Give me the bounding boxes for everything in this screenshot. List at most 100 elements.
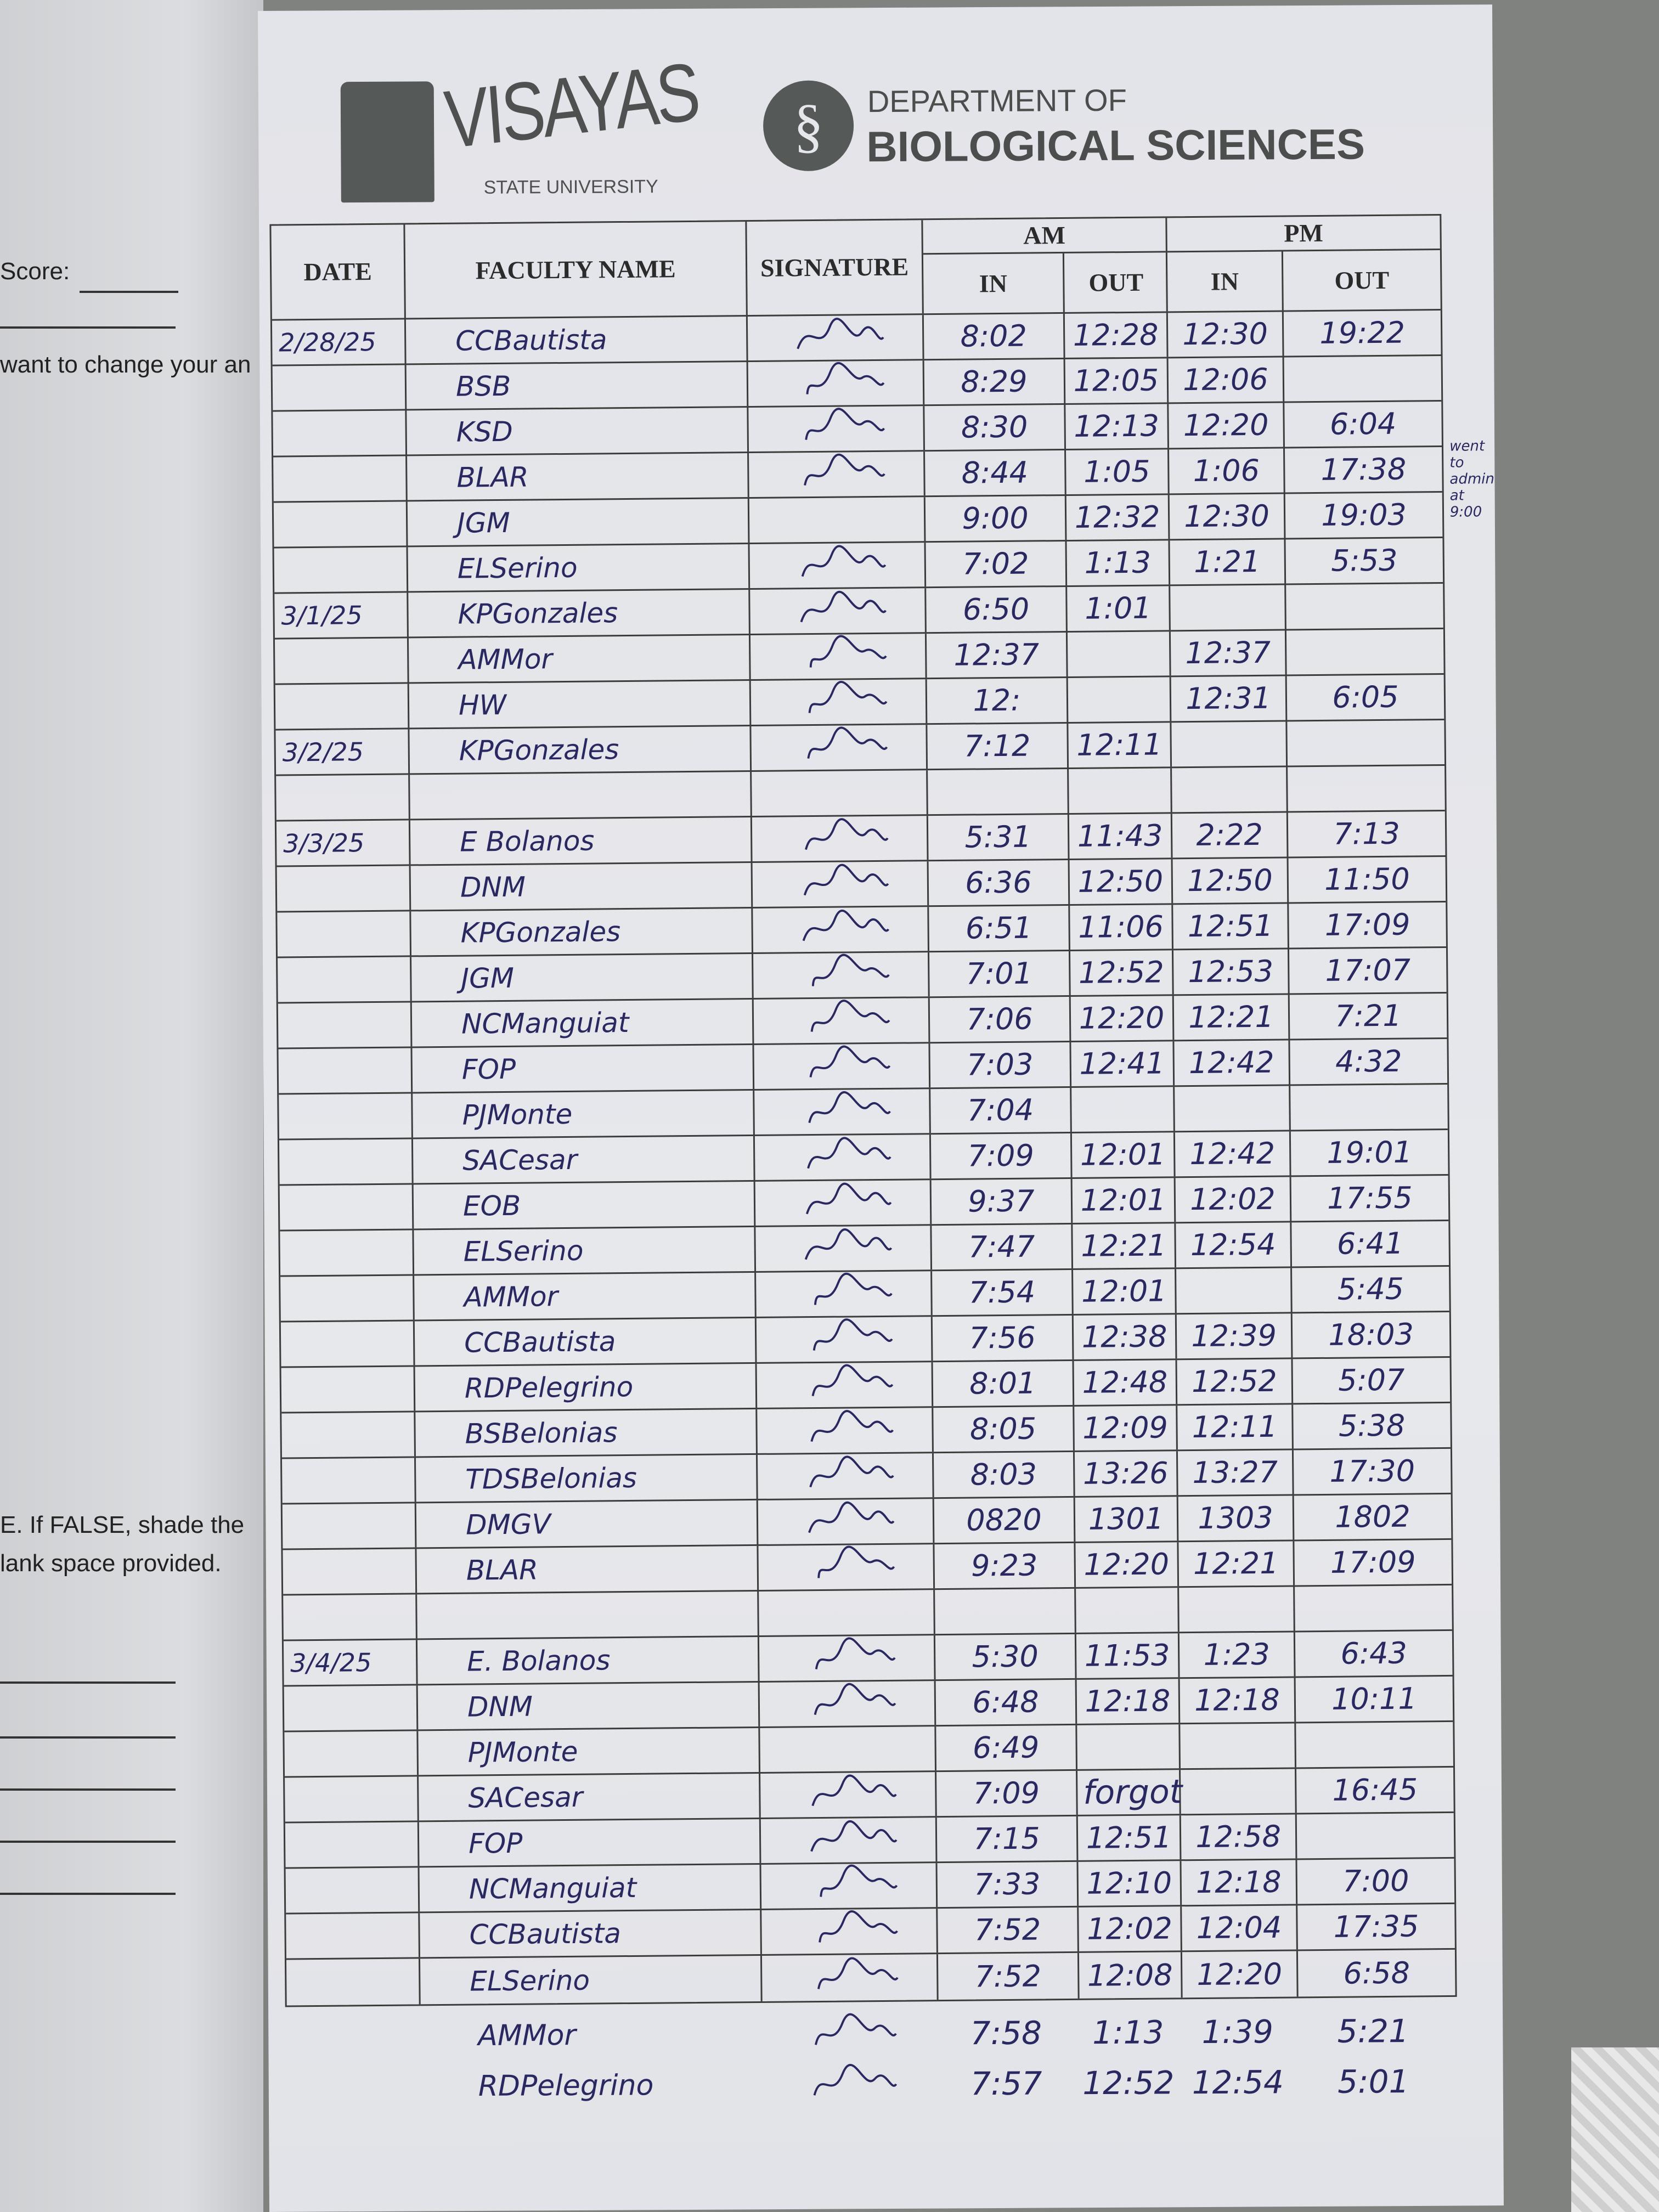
table-row: JGM 7:01 12:52 12:53 17:07 xyxy=(278,947,1447,1004)
pm-out-cell: 5:01 xyxy=(1337,2063,1409,2101)
department-line-1: DEPARTMENT OF xyxy=(867,82,1127,119)
answer-line xyxy=(0,1893,176,1895)
date-cell xyxy=(285,1776,419,1822)
pm-in-cell: 12:18 xyxy=(1180,1678,1296,1723)
pm-in-cell: 13:27 xyxy=(1177,1450,1294,1496)
table-row: FOP 7:15 12:51 12:58 xyxy=(285,1813,1454,1869)
pm-in-cell xyxy=(1181,1769,1297,1814)
department-logo: § DEPARTMENT OF BIOLOGICAL SCIENCES xyxy=(763,65,1367,189)
faculty-name-cell: RDPelegrino xyxy=(415,1363,758,1411)
table-row: AMMor 12:37 12:37 xyxy=(274,629,1444,685)
faculty-name-cell: NCManguiat xyxy=(411,999,754,1047)
entries-below-table: AMMor 7:58 1:13 1:39 5:21 RDPelegrino 7:57 12:5… xyxy=(258,4,1492,2103)
am-out-cell: 12:28 xyxy=(1064,313,1169,358)
signature-cell xyxy=(755,1180,932,1226)
am-in-cell: 8:01 xyxy=(933,1361,1075,1407)
date-cell xyxy=(279,1139,414,1184)
table-row: 3/3/25 E Bolanos 5:31 11:43 2:22 7:13 xyxy=(276,811,1446,867)
faculty-name-cell: SACesar xyxy=(419,1773,761,1821)
pm-out-cell: 6:58 xyxy=(1343,1955,1410,1991)
table-row: NCManguiat 7:33 12:10 12:18 7:00 xyxy=(285,1858,1455,1915)
am-in-cell: 8:05 xyxy=(933,1406,1075,1452)
pm-label: PM xyxy=(1167,216,1440,253)
am-out-cell: 12:01 xyxy=(1071,1132,1176,1177)
faculty-name-cell: JGM xyxy=(407,499,750,546)
am-in-cell: 7:09 xyxy=(936,1770,1078,1816)
pm-in-cell: 1:39 xyxy=(1201,2013,1274,2051)
pm-in-cell: 12:20 xyxy=(1169,403,1285,448)
signature-scribble-icon xyxy=(812,1318,893,1351)
signature-cell xyxy=(747,315,924,361)
faculty-name-cell: CCBautista xyxy=(420,1910,762,1957)
am-out-cell: 11:53 xyxy=(1076,1633,1180,1678)
date-cell: 3/2/25 xyxy=(275,729,410,775)
pm-out-cell: 5:45 xyxy=(1337,1271,1404,1307)
signature-cell xyxy=(754,1135,932,1180)
answer-line xyxy=(0,1736,176,1739)
table-row: CCBautista 7:56 12:38 12:39 18:03 xyxy=(280,1312,1450,1368)
col-group-pm: PM IN OUT xyxy=(1167,216,1440,312)
pm-in-cell: 12:42 xyxy=(1174,1040,1291,1086)
date-cell xyxy=(286,1959,421,2006)
pm-out-cell: 7:21 xyxy=(1335,998,1402,1034)
col-group-am: AM IN OUT xyxy=(923,218,1168,314)
date-cell xyxy=(274,547,409,592)
signature-cell xyxy=(750,588,927,634)
pm-in-cell: 12:11 xyxy=(1177,1404,1294,1450)
pm-out-cell: 6:41 xyxy=(1336,1226,1404,1261)
pm-out-cell: 17:35 xyxy=(1333,1909,1419,1944)
pm-out-cell: 17:55 xyxy=(1327,1180,1413,1216)
am-in-cell xyxy=(928,769,1069,815)
pm-out-cell: 5:07 xyxy=(1338,1362,1405,1398)
date-cell xyxy=(276,775,410,820)
signature-cell xyxy=(752,816,929,861)
signature-cell xyxy=(749,452,926,498)
faculty-name-cell: CCBautista xyxy=(414,1318,757,1365)
am-in-cell: 7:56 xyxy=(932,1315,1074,1361)
pm-out-cell xyxy=(1290,1085,1448,1130)
faculty-name-cell: CCBautista xyxy=(405,317,748,364)
signature-cell xyxy=(761,1909,938,1954)
am-out-cell: 12:09 xyxy=(1074,1406,1178,1451)
signature-cell xyxy=(761,1863,938,1909)
am-in-cell: 7:12 xyxy=(927,723,1069,769)
pm-in-cell: 12:54 xyxy=(1192,2063,1284,2102)
table-row: ELSerino 7:02 1:13 1:21 5:53 xyxy=(274,538,1443,594)
signature-scribble-icon xyxy=(807,726,888,759)
pm-in-cell: 12:58 xyxy=(1181,1814,1297,1860)
table-row: ELSerino 7:47 12:21 12:54 6:41 xyxy=(280,1221,1449,1277)
signature-cell xyxy=(750,634,927,680)
pm-out-cell xyxy=(1284,356,1442,401)
answer-line xyxy=(0,1841,176,1843)
signature-cell xyxy=(753,998,930,1043)
pm-in-cell: 12:04 xyxy=(1182,1905,1298,1951)
faculty-name-cell: DNM xyxy=(417,1682,760,1730)
signature-scribble-icon xyxy=(817,1545,895,1578)
date-cell xyxy=(273,410,408,456)
table-row: EOB 9:37 12:01 12:02 17:55 xyxy=(279,1175,1449,1232)
pm-out-cell: 19:03 xyxy=(1321,497,1407,533)
table-row: TDSBelonias 8:03 13:26 13:27 17:30 xyxy=(282,1448,1451,1505)
table-row: BLAR 9:23 12:20 12:21 17:09 xyxy=(283,1539,1452,1596)
signature-scribble-icon xyxy=(811,1364,894,1396)
pm-out-cell: 7:00 xyxy=(1342,1863,1409,1899)
col-pm-in: IN xyxy=(1167,251,1284,312)
am-out-cell: 12:38 xyxy=(1073,1314,1177,1359)
attendance-table: DATE FACULTY NAME SIGNATURE AM IN OUT PM … xyxy=(269,213,1457,2007)
signature-scribble-icon xyxy=(814,2013,897,2045)
am-out-cell xyxy=(1068,677,1172,722)
am-out-cell: 13:26 xyxy=(1074,1451,1178,1496)
signature-cell xyxy=(757,1408,934,1453)
am-in-cell: 7:58 xyxy=(970,2014,1042,2052)
am-label: AM xyxy=(923,218,1166,255)
date-cell xyxy=(280,1276,415,1321)
col-date: DATE xyxy=(271,224,406,319)
am-out-cell: 1:13 xyxy=(1066,540,1171,585)
am-in-cell xyxy=(935,1588,1076,1634)
am-in-cell: 8:44 xyxy=(925,450,1066,496)
answer-line xyxy=(0,1788,176,1791)
am-out-cell: 12:10 xyxy=(1078,1861,1182,1906)
signature-scribble-icon xyxy=(815,1637,896,1669)
faculty-name-cell: BLAR xyxy=(407,453,749,500)
pm-out-cell: 17:30 xyxy=(1329,1453,1415,1489)
